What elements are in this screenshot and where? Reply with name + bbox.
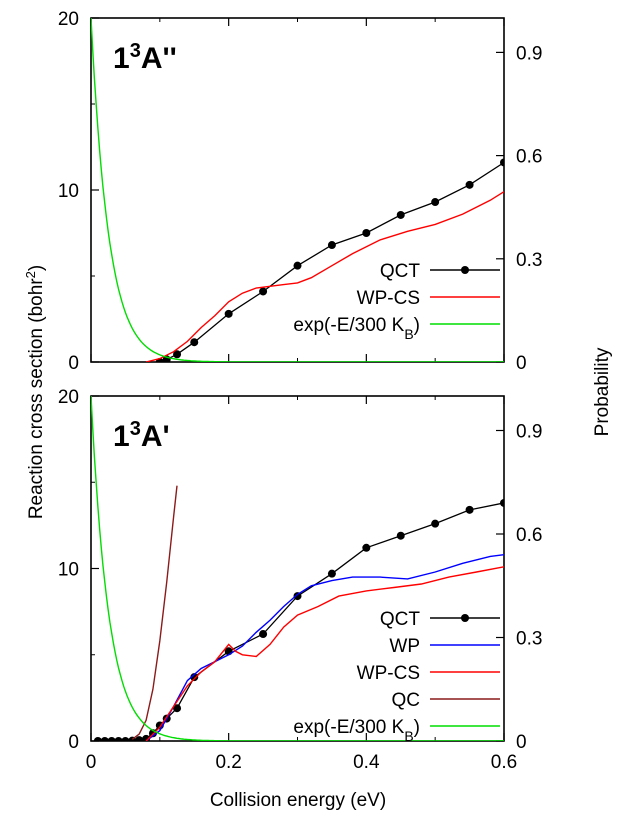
data-point xyxy=(135,736,144,741)
data-point xyxy=(224,309,233,318)
series-line-exp-e-300-k xyxy=(91,18,504,362)
panel-label-suffix: A' xyxy=(141,420,170,453)
x-tick-label: 0.6 xyxy=(491,752,517,773)
y2-tick-label: 0.6 xyxy=(516,525,542,546)
data-point xyxy=(500,498,504,507)
y-tick-label: 10 xyxy=(58,560,79,581)
legend-label-main: QC xyxy=(392,690,421,711)
y2-tick-label: 0.9 xyxy=(516,43,542,64)
y-tick-label: 0 xyxy=(68,732,79,753)
legend-label: WP-CS xyxy=(357,663,420,684)
data-point xyxy=(465,180,474,189)
y-tick-label: 0 xyxy=(68,353,79,374)
data-point xyxy=(396,210,405,219)
x-tick-label: 0 xyxy=(86,752,97,773)
x-tick-label: 0.4 xyxy=(353,752,380,773)
data-point xyxy=(431,198,440,207)
data-point xyxy=(93,737,102,741)
panel-label: 13A' xyxy=(113,418,170,453)
ylabel-left-end: ) xyxy=(26,265,47,271)
legend-label-main: QCT xyxy=(380,609,421,630)
legend-label-sub: B xyxy=(404,326,413,342)
y-tick-label: 20 xyxy=(58,9,79,30)
data-point xyxy=(327,569,336,578)
legend-label: QC xyxy=(392,690,421,711)
panel-label-sup: 3 xyxy=(130,418,141,440)
data-point xyxy=(259,287,268,296)
legend-label-main: exp(-E/300 K xyxy=(293,315,404,336)
data-point xyxy=(465,505,474,514)
ylabel-left-sup: 2 xyxy=(23,271,38,278)
y2-tick-label: 0 xyxy=(516,732,527,753)
ylabel-left: Reaction cross section (bohr2) xyxy=(23,265,48,519)
panel-bottom: 0 0.2 0.4 0.60102000.30.60.913A'QCTWPWP-CSQ… xyxy=(58,387,543,773)
data-point xyxy=(107,737,116,741)
legend-label: exp(-E/300 KB) xyxy=(293,315,420,342)
series-line-wp xyxy=(145,554,504,741)
series-line-wp-cs xyxy=(145,566,504,741)
data-point xyxy=(259,630,268,639)
panel-top: 0 10 20 0 0.3 0.6 0.9 13A'' QCT WP-CS exp(-E/300 K… xyxy=(58,9,543,374)
data-point xyxy=(173,704,182,713)
legend-label: WP xyxy=(389,636,420,657)
data-point xyxy=(114,737,123,741)
legend-label: WP-CS xyxy=(357,288,420,309)
legend-label-sub: B xyxy=(404,728,413,744)
legend: QCT WP WP-CS QC exp(-E/300 KB) xyxy=(293,609,500,744)
plot-area xyxy=(91,18,504,362)
data-point xyxy=(190,673,199,682)
legend-label-main: WP xyxy=(389,636,420,657)
data-point xyxy=(190,338,199,347)
data-point xyxy=(121,737,130,741)
ylabel-left-main: Reaction cross section (bohr xyxy=(26,278,47,519)
legend-label: QCT xyxy=(380,609,421,630)
data-point xyxy=(293,261,302,270)
data-point xyxy=(431,519,440,528)
legend-label: exp(-E/300 KB) xyxy=(293,717,420,744)
series-line-wp-cs xyxy=(145,191,504,362)
y-tick-label: 20 xyxy=(58,387,79,408)
legend-label-main: QCT xyxy=(380,261,421,282)
y2-tick-label: 0.9 xyxy=(516,422,542,443)
panel-label-suffix: A'' xyxy=(141,42,177,75)
y2-tick-label: 0 xyxy=(516,353,527,374)
series-line-qct xyxy=(97,502,504,741)
series-line-exp-e-300-k xyxy=(91,396,504,741)
x-tick-label: 0.2 xyxy=(215,752,241,773)
legend-label-main: WP-CS xyxy=(357,663,420,684)
y2-tick-label: 0.6 xyxy=(516,147,542,168)
legend: QCT WP-CS exp(-E/300 KB) xyxy=(293,261,500,342)
panel-label: 13A'' xyxy=(113,40,177,75)
data-point xyxy=(396,531,405,540)
legend-label-main: WP-CS xyxy=(357,288,420,309)
data-point xyxy=(500,158,504,167)
panel-label-main: 1 xyxy=(113,420,130,453)
legend-label-end: ) xyxy=(414,717,420,738)
legend-marker xyxy=(461,614,469,622)
data-point xyxy=(362,543,371,552)
y2-tick-label: 0.3 xyxy=(516,629,542,650)
legend-label-end: ) xyxy=(414,315,420,336)
legend-label: QCT xyxy=(380,261,421,282)
series-line-qc xyxy=(131,485,178,740)
legend-label-main: exp(-E/300 K xyxy=(293,717,404,738)
panel-label-sup: 3 xyxy=(130,40,141,62)
plot-area xyxy=(91,396,504,741)
xlabel: Collision energy (eV) xyxy=(210,790,386,811)
data-point xyxy=(100,737,109,741)
y2-tick-label: 0.3 xyxy=(516,250,542,271)
data-point xyxy=(173,350,182,359)
ylabel-right: Probability xyxy=(592,347,613,436)
data-point xyxy=(327,241,336,250)
panel-label-main: 1 xyxy=(113,42,130,75)
legend-marker xyxy=(461,266,469,274)
data-point xyxy=(362,229,371,237)
data-point xyxy=(293,592,302,601)
y-tick-label: 10 xyxy=(58,181,79,202)
